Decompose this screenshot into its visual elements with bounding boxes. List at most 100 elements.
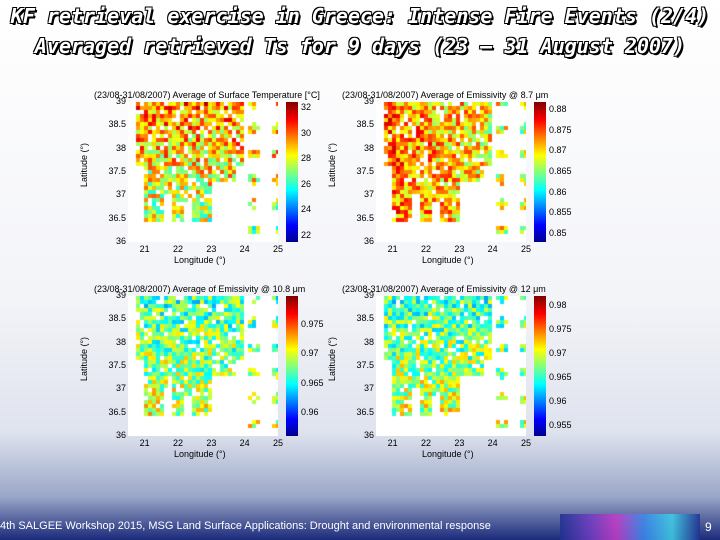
y-tick-label: 38 bbox=[115, 142, 126, 153]
colorbar-tick-label: 0.965 bbox=[549, 372, 572, 383]
colorbar-tick-label: 30 bbox=[301, 127, 312, 138]
y-tick-label: 37.5 bbox=[356, 166, 374, 176]
colorbar-tick-label: 0.975 bbox=[549, 323, 572, 334]
x-tick-label: 22 bbox=[173, 244, 184, 254]
x-tick-label: 23 bbox=[206, 244, 217, 254]
x-tick-label: 22 bbox=[421, 244, 432, 254]
y-tick-label: 36.5 bbox=[108, 212, 126, 223]
x-tick-label: 21 bbox=[387, 438, 398, 448]
y-tick-label: 38.5 bbox=[356, 313, 374, 324]
y-tick-label: 38.5 bbox=[108, 313, 126, 324]
y-tick-label: 39 bbox=[115, 290, 126, 300]
y-tick-label: 38.5 bbox=[356, 119, 374, 130]
slide-title-line2: Averaged retrieved Ts for 9 days (23 – 3… bbox=[34, 34, 686, 58]
y-tick-label: 38.5 bbox=[108, 119, 126, 130]
chart-title: (23/08-31/08/2007) Average of Emissivity… bbox=[94, 284, 306, 294]
y-tick-label: 39 bbox=[115, 96, 126, 106]
x-tick-label: 21 bbox=[139, 244, 150, 254]
x-tick-label: 22 bbox=[421, 438, 432, 448]
colorbar-tick-label: 0.865 bbox=[549, 166, 572, 176]
colorbar-tick-label: 0.875 bbox=[549, 124, 572, 135]
x-tick-label: 24 bbox=[239, 244, 250, 254]
heatmap-plot bbox=[376, 296, 526, 436]
x-tick-label: 25 bbox=[273, 438, 284, 448]
y-axis-label: Latitude (°) bbox=[79, 142, 90, 188]
colorbar-tick-label: 0.975 bbox=[301, 319, 324, 330]
y-tick-label: 38 bbox=[363, 336, 374, 347]
colorbar-tick-label: 0.96 bbox=[301, 406, 319, 417]
colorbar-tick-label: 28 bbox=[301, 153, 312, 164]
colorbar-tick-label: 0.965 bbox=[301, 377, 324, 388]
y-tick-label: 37 bbox=[115, 383, 126, 394]
chart-panel-emissivity-10-8: (23/08-31/08/2007) Average of Emissivity… bbox=[79, 284, 331, 466]
y-tick-label: 39 bbox=[363, 96, 374, 106]
colorbar bbox=[534, 102, 546, 242]
y-tick-label: 39 bbox=[363, 290, 374, 300]
y-tick-label: 36 bbox=[363, 430, 374, 440]
colorbar-tick-label: 0.96 bbox=[549, 396, 567, 407]
x-tick-label: 23 bbox=[454, 438, 465, 448]
colorbar-tick-label: 22 bbox=[301, 229, 312, 240]
colorbar-tick-label: 0.86 bbox=[549, 186, 567, 197]
x-tick-label: 24 bbox=[487, 244, 498, 254]
colorbar-tick-label: 24 bbox=[301, 204, 312, 215]
y-tick-label: 37.5 bbox=[356, 360, 374, 370]
y-axis-label: Latitude (°) bbox=[79, 336, 90, 382]
y-axis-label: Latitude (°) bbox=[327, 336, 338, 382]
x-tick-label: 23 bbox=[454, 244, 465, 254]
heatmap-plot bbox=[128, 296, 278, 436]
x-tick-label: 21 bbox=[387, 244, 398, 254]
colorbar-tick-label: 0.88 bbox=[549, 104, 567, 115]
y-tick-label: 37 bbox=[115, 189, 126, 200]
colorbar-tick-label: 0.85 bbox=[549, 227, 567, 238]
colorbar-tick-label: 0.955 bbox=[549, 420, 572, 431]
colorbar-tick-label: 0.97 bbox=[549, 347, 567, 358]
x-tick-label: 25 bbox=[521, 438, 532, 448]
x-axis-label: Longitude (°) bbox=[174, 255, 226, 265]
x-axis-label: Longitude (°) bbox=[174, 449, 226, 459]
x-tick-label: 25 bbox=[521, 244, 532, 254]
colorbar-tick-label: 0.87 bbox=[549, 145, 567, 156]
heatmap-plot bbox=[128, 102, 278, 242]
y-tick-label: 36.5 bbox=[356, 406, 374, 417]
page-number: 9 bbox=[705, 520, 712, 534]
y-axis-label: Latitude (°) bbox=[327, 142, 338, 188]
chart-title: (23/08-31/08/2007) Average of Surface Te… bbox=[94, 90, 320, 100]
x-tick-label: 24 bbox=[487, 438, 498, 448]
x-tick-label: 21 bbox=[139, 438, 150, 448]
decorative-stripe bbox=[560, 514, 700, 540]
colorbar bbox=[286, 102, 298, 242]
x-tick-label: 25 bbox=[273, 244, 284, 254]
x-tick-label: 24 bbox=[239, 438, 250, 448]
x-tick-label: 22 bbox=[173, 438, 184, 448]
x-tick-label: 23 bbox=[206, 438, 217, 448]
colorbar-tick-label: 0.97 bbox=[301, 348, 319, 359]
y-tick-label: 36 bbox=[115, 430, 126, 440]
chart-panel-surface-temperature: (23/08-31/08/2007) Average of Surface Te… bbox=[79, 90, 331, 272]
y-tick-label: 36 bbox=[363, 236, 374, 246]
y-tick-label: 36.5 bbox=[356, 212, 374, 223]
chart-panel-emissivity-8-7: (23/08-31/08/2007) Average of Emissivity… bbox=[327, 90, 579, 272]
y-tick-label: 38 bbox=[115, 336, 126, 347]
chart-title: (23/08-31/08/2007) Average of Emissivity… bbox=[342, 284, 546, 294]
y-tick-label: 37 bbox=[363, 189, 374, 200]
colorbar bbox=[286, 296, 298, 436]
x-axis-label: Longitude (°) bbox=[422, 255, 474, 265]
y-tick-label: 38 bbox=[363, 142, 374, 153]
y-tick-label: 37.5 bbox=[108, 166, 126, 176]
colorbar bbox=[534, 296, 546, 436]
x-axis-label: Longitude (°) bbox=[422, 449, 474, 459]
y-tick-label: 36 bbox=[115, 236, 126, 246]
y-tick-label: 37 bbox=[363, 383, 374, 394]
colorbar-tick-label: 0.855 bbox=[549, 207, 572, 218]
colorbar-tick-label: 26 bbox=[301, 178, 312, 189]
heatmap-plot bbox=[376, 102, 526, 242]
chart-panel-emissivity-12: (23/08-31/08/2007) Average of Emissivity… bbox=[327, 284, 579, 466]
chart-title: (23/08-31/08/2007) Average of Emissivity… bbox=[342, 90, 549, 100]
slide-title-line1: KF retrieval exercise in Greece: Intense… bbox=[10, 4, 710, 28]
y-tick-label: 36.5 bbox=[108, 406, 126, 417]
colorbar-tick-label: 32 bbox=[301, 102, 312, 113]
footer-text: 4th SALGEE Workshop 2015, MSG Land Surfa… bbox=[0, 520, 491, 532]
colorbar-tick-label: 0.98 bbox=[549, 299, 567, 310]
y-tick-label: 37.5 bbox=[108, 360, 126, 370]
